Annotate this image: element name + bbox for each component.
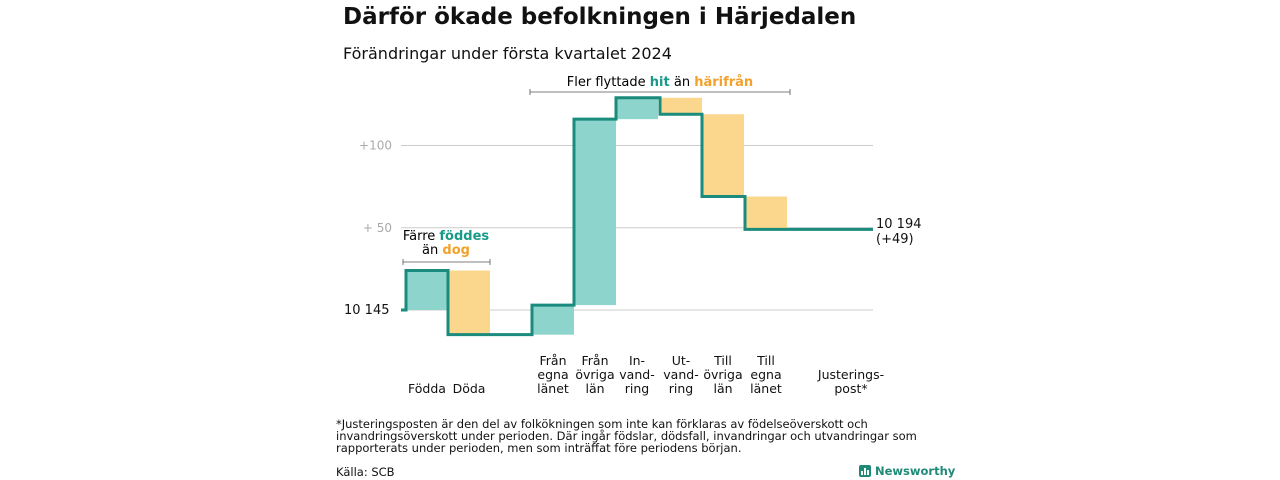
category-label: vand- [663,367,698,382]
category-label: egna [750,367,781,382]
y-tick-label: +100 [359,139,392,153]
bar-1 [448,270,490,335]
category-label: vand- [619,367,654,382]
final-value-label: 10 194 [876,217,922,232]
bar-7 [745,196,787,230]
category-label: Till [756,353,775,368]
chart-subtitle: Förändringar under första kvartalet 2024 [343,44,672,63]
category-label: Justerings- [817,367,884,382]
category-label: egna [537,367,568,382]
annotation-text: än [670,75,694,90]
category-label: In- [629,353,645,368]
annotation-fewer-born: Färre föddes [403,229,490,244]
source-note: Källa: SCB [336,465,395,479]
annotation-highlight-away: härifrån [694,75,753,90]
category-label: Från [581,353,608,368]
category-label: ring [669,381,693,396]
category-label: Ut- [672,353,691,368]
annotation-highlight-here: hit [650,75,670,90]
category-label: Döda [453,381,486,396]
annotation-text: än [422,243,442,258]
y-tick-label: + 50 [363,221,392,235]
category-label: post* [834,381,867,396]
category-label: Födda [408,381,446,396]
brand-name: Newsworthy [875,464,956,478]
chart-title: Därför ökade befolkningen i Härjedalen [343,4,857,30]
annotation-text: Färre [403,229,440,244]
category-label: Från [539,353,566,368]
annotation-more-moved-here: Fler flyttade hit än härifrån [567,75,753,90]
annotation-highlight-born: föddes [439,229,489,244]
annotation-than-died: än dog [422,243,470,258]
category-label: län [585,381,604,396]
category-label: Till [713,353,732,368]
category-label: övriga [575,367,614,382]
bar-3 [574,119,616,306]
bar-4 [616,97,658,120]
bar-5 [660,97,702,115]
category-label: län [713,381,732,396]
category-label: länet [537,381,569,396]
final-change-label: (+49) [876,232,914,247]
brand-logo: Newsworthy [859,464,955,478]
annotation-text: Fler flyttade [567,75,650,90]
footnote: *Justeringsposten är den del av folkökni… [336,417,917,455]
category-label: länet [750,381,782,396]
bar-6 [702,114,744,197]
bar-0 [406,270,448,310]
category-label: övriga [703,367,742,382]
running-total-line [401,96,873,337]
bar-2 [532,305,574,335]
start-value-label: 10 145 [344,303,390,318]
category-label: ring [625,381,649,396]
newsworthy-icon [859,465,871,477]
annotation-highlight-died: dog [442,243,470,258]
